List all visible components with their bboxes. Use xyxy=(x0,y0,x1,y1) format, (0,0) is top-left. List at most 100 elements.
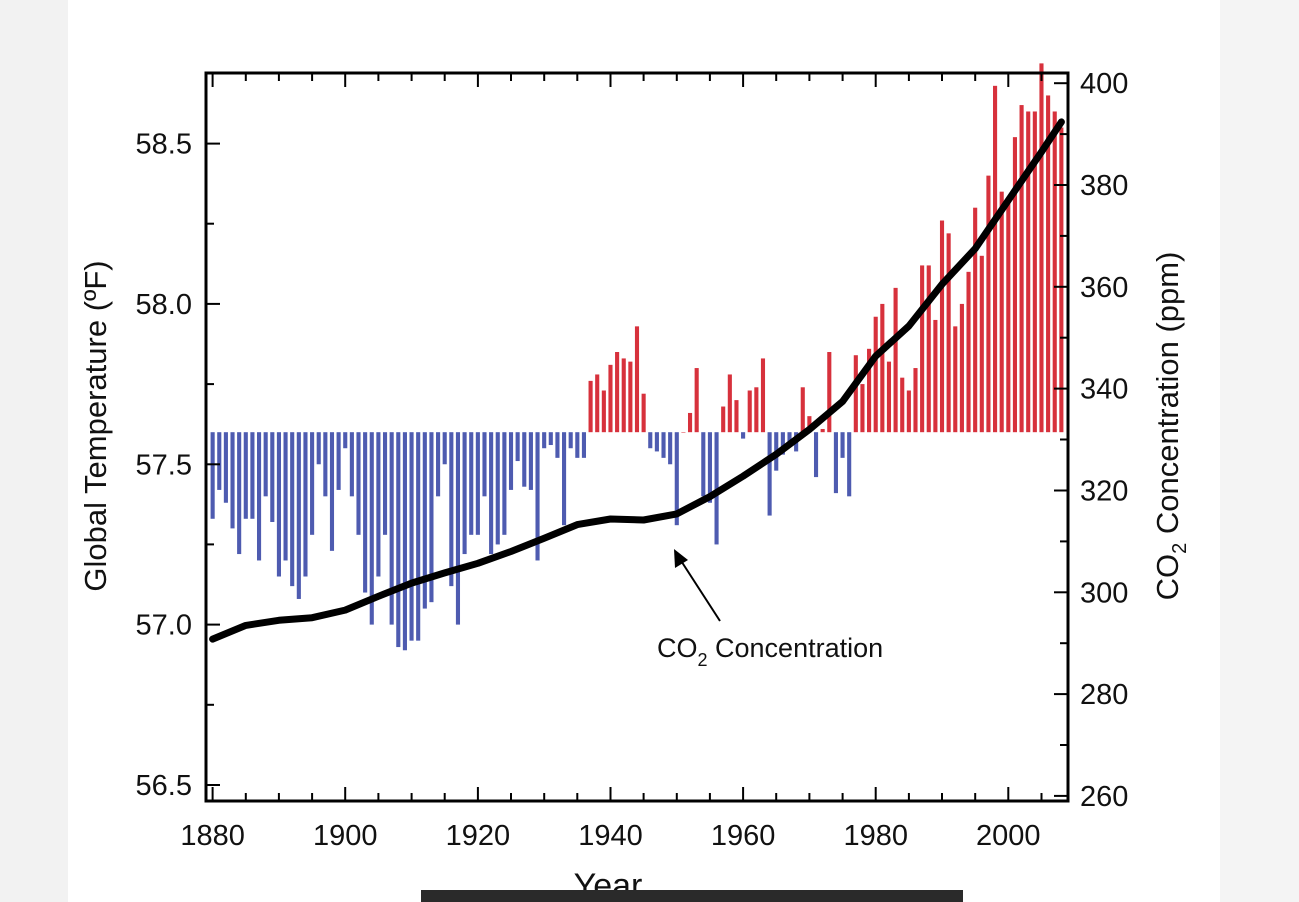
temperature-bar xyxy=(979,255,984,433)
temperature-bar xyxy=(237,432,242,555)
temperature-bar xyxy=(953,326,958,433)
temperature-bar xyxy=(1026,111,1031,433)
temperature-bar xyxy=(787,432,792,446)
temperature-bar xyxy=(482,432,487,497)
temperature-bar xyxy=(674,432,679,526)
temperature-bar xyxy=(595,374,600,433)
y-right-tick-label: 260 xyxy=(1080,781,1128,813)
temperature-bar xyxy=(555,432,560,458)
temperature-bar xyxy=(495,432,500,545)
y-axis-right-title: CO2 Concentration (ppm) xyxy=(1150,252,1191,601)
temperature-bar xyxy=(389,432,394,625)
co2-line xyxy=(209,118,1065,643)
temperature-bar xyxy=(230,432,235,529)
temperature-bar xyxy=(913,368,918,433)
temperature-bar xyxy=(336,432,341,490)
temperature-bar xyxy=(601,390,606,433)
temperature-bar xyxy=(323,432,328,497)
y-left-tick-label: 58.0 xyxy=(136,289,192,321)
temperature-bar xyxy=(946,233,951,433)
y-axis-right-title-subscript: 2 xyxy=(1169,543,1191,554)
temperature-bar xyxy=(833,432,838,494)
temperature-bar xyxy=(860,384,865,433)
temperature-bar xyxy=(701,432,706,497)
temperature-bar xyxy=(827,352,832,433)
temperature-bar xyxy=(986,175,991,433)
temperature-bar xyxy=(900,377,905,433)
temperature-bar xyxy=(1032,111,1037,433)
y-left-tick-label: 57.5 xyxy=(136,449,192,481)
y-right-tick-label: 280 xyxy=(1080,679,1128,711)
annotation-co2-prefix: CO xyxy=(657,633,698,663)
y-right-tick-label: 400 xyxy=(1080,68,1128,100)
temperature-bar xyxy=(276,432,281,577)
temperature-bar xyxy=(515,432,520,462)
y-right-tick-label: 320 xyxy=(1080,476,1128,508)
temperature-bar xyxy=(356,432,361,535)
y-left-tick-label: 57.0 xyxy=(136,610,192,642)
temperature-bar xyxy=(867,348,872,433)
temperature-bar xyxy=(840,432,845,458)
axis-tick-labels: 1880 1900 1920 1940 1960 1980 2000 56.5 57.0 57.5… xyxy=(136,68,1129,852)
temperature-bar xyxy=(263,432,268,497)
temperature-bar xyxy=(310,432,315,535)
temperature-bar xyxy=(363,432,368,593)
temperature-bar xyxy=(256,432,262,561)
temperature-bar xyxy=(442,432,447,465)
frame-margin-right xyxy=(1220,0,1299,902)
temperature-bar xyxy=(329,432,335,551)
y-axis-right-title-suffix: Concentration (ppm) xyxy=(1150,252,1185,543)
temperature-bar xyxy=(1012,137,1018,433)
temperature-bar xyxy=(687,412,693,433)
y-axis-right-title-prefix: CO xyxy=(1150,554,1185,601)
y-left-tick-label: 58.5 xyxy=(136,129,192,161)
annotation-co2-suffix: Concentration xyxy=(708,633,884,663)
annotation-co2-label: CO2 Concentration xyxy=(657,633,883,670)
temperature-bar xyxy=(369,432,374,625)
annotation-co2-subscript: 2 xyxy=(698,650,708,670)
temperature-bar xyxy=(349,432,354,497)
temperature-bar xyxy=(223,432,228,503)
temperature-bar xyxy=(767,432,772,516)
temperature-bar xyxy=(654,432,659,452)
temperature-bar xyxy=(469,432,474,535)
temperature-bar xyxy=(668,432,673,465)
x-tick-label: 1940 xyxy=(578,820,643,852)
temperature-bar xyxy=(303,432,308,577)
temperature-bar xyxy=(382,432,388,535)
temperature-bar xyxy=(588,380,593,433)
temperature-bar xyxy=(1052,111,1057,433)
temperature-bar xyxy=(813,432,819,478)
y-left-tick-label: 56.5 xyxy=(136,770,192,802)
temperature-bar xyxy=(528,432,533,490)
temperature-bar xyxy=(641,393,646,433)
temperature-bar xyxy=(542,432,547,449)
y-right-tick-label: 340 xyxy=(1080,374,1128,406)
temperature-bar xyxy=(522,432,527,487)
temperature-bar xyxy=(707,432,712,503)
temperature-bar xyxy=(489,432,494,555)
temperature-bar xyxy=(973,207,978,433)
temperature-bar xyxy=(283,432,288,561)
temperature-bar xyxy=(721,406,726,433)
temperature-bar xyxy=(429,432,434,603)
temperature-bar xyxy=(343,432,348,449)
temperature-bar xyxy=(959,303,964,433)
temperature-bar xyxy=(316,432,321,465)
temperature-bar xyxy=(615,352,620,433)
temperature-bar xyxy=(581,432,587,458)
temperature-bar xyxy=(1039,63,1044,433)
temperature-bar xyxy=(760,358,766,433)
temperature-bar xyxy=(548,432,553,446)
temperature-bar xyxy=(290,432,295,587)
temperature-bar xyxy=(999,191,1004,433)
temperature-bar xyxy=(873,316,878,433)
temperature-bar xyxy=(502,432,507,535)
video-caption-bar xyxy=(421,890,963,902)
temperature-bar xyxy=(1019,105,1024,433)
temperature-bar xyxy=(847,432,852,497)
temperature-bar xyxy=(714,432,719,545)
temperature-bar xyxy=(575,432,580,458)
temperature-bar xyxy=(681,432,686,433)
temperature-bar xyxy=(853,355,858,433)
